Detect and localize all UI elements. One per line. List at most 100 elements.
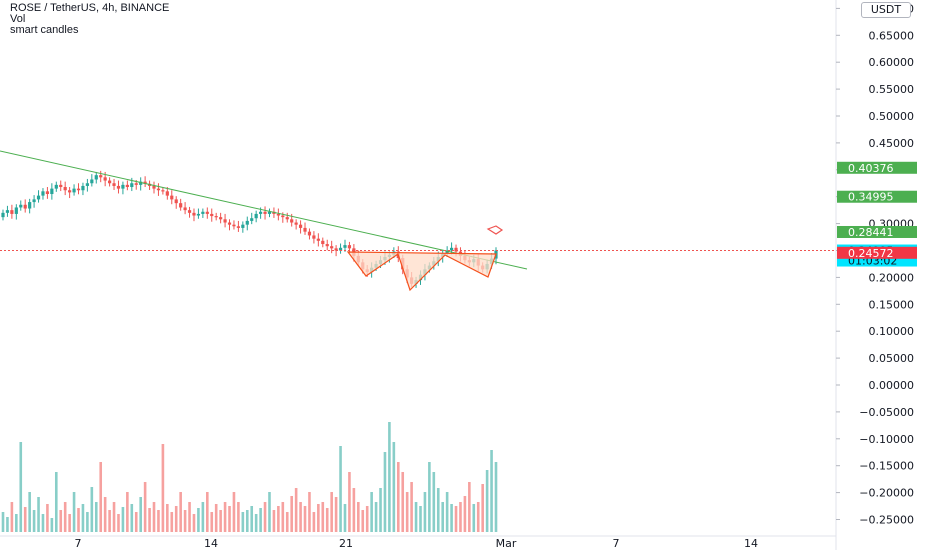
volume-bar	[23, 507, 27, 532]
candle-body	[338, 247, 343, 251]
volume-bar	[174, 506, 178, 532]
volume-bar	[379, 488, 382, 532]
volume-bar	[63, 502, 67, 532]
volume-bar	[112, 502, 116, 532]
currency-button[interactable]: USDT	[861, 2, 911, 18]
candle-body	[210, 213, 214, 217]
volume-bar	[343, 504, 347, 532]
volume-bar	[432, 472, 436, 532]
candle-body	[241, 224, 245, 228]
volume-bar	[494, 462, 498, 532]
volume-bar	[370, 492, 373, 532]
volume-bar	[423, 492, 427, 532]
candle-body	[219, 217, 223, 220]
price-tag-label: 0.34995	[848, 191, 894, 204]
volume-bar	[334, 497, 338, 532]
y-tick-label: 0.50000	[869, 110, 915, 123]
volume-bar	[228, 506, 231, 532]
indicator-label[interactable]: smart candles	[10, 24, 79, 36]
volume-bar	[19, 442, 23, 532]
volume-bar	[139, 497, 142, 532]
y-axis[interactable]: 00.650000.600000.550000.500000.450000.30…	[836, 2, 915, 527]
candle-body	[250, 218, 254, 221]
volume-bar	[490, 450, 493, 532]
volume-bar	[68, 514, 71, 532]
candle-body	[201, 211, 205, 214]
x-axis[interactable]: 7 14 21 Mar 7 14	[75, 537, 759, 550]
volume-bar	[148, 508, 151, 532]
volume-bar	[468, 482, 471, 532]
price-tag	[837, 225, 917, 238]
candle-body	[245, 220, 249, 225]
volume-bar	[285, 512, 289, 532]
candle-body	[303, 227, 307, 232]
candle-body	[267, 211, 272, 214]
x-tick-label: 14	[744, 537, 758, 550]
volume-bar	[237, 502, 240, 532]
candle-body	[307, 231, 312, 236]
volume-bar	[46, 504, 49, 532]
volume-bar	[183, 510, 187, 532]
volume-bar	[481, 484, 484, 532]
candle-body	[321, 240, 325, 245]
volume-bar	[170, 512, 174, 532]
candle-body	[334, 248, 338, 251]
volume-bar	[374, 502, 378, 532]
candle-body	[294, 222, 298, 225]
candle-body	[223, 219, 227, 223]
volume-bar	[357, 502, 360, 532]
candle-body	[76, 188, 81, 191]
volume-bar	[157, 510, 160, 532]
price-tag	[837, 190, 917, 203]
y-tick-label: −0.20000	[859, 487, 914, 500]
candle-body	[276, 213, 280, 216]
volume-bar	[10, 502, 14, 532]
volume-bar	[392, 442, 396, 532]
volume-bar	[130, 504, 134, 532]
volume-bar	[15, 514, 18, 532]
candle-body	[23, 204, 27, 209]
volume-bar	[436, 488, 440, 532]
candle-body	[196, 213, 201, 216]
symbol-title[interactable]: ROSE / TetherUS, 4h, BINANCE	[10, 2, 170, 14]
candle-body	[205, 211, 209, 214]
drawings	[0, 150, 528, 292]
candle-body	[174, 199, 178, 204]
y-tick-label: −0.25000	[859, 514, 914, 527]
volume-bar	[254, 514, 258, 532]
candle-body	[187, 210, 192, 213]
price-tag-label: 0.40376	[848, 162, 894, 175]
candle-body	[1, 212, 5, 218]
y-tick-label: 0.15000	[869, 298, 915, 311]
arrow-marker	[486, 225, 504, 235]
volume-bar	[77, 508, 80, 532]
x-tick-label: 7	[75, 537, 82, 550]
volume-bar	[1, 512, 5, 532]
volume-label[interactable]: Vol	[10, 13, 26, 25]
volume-bar	[90, 487, 94, 532]
volume-bar	[476, 502, 480, 532]
x-tick-label: 7	[613, 537, 620, 550]
volume-bar	[325, 508, 329, 532]
candle-body	[139, 181, 143, 185]
volume-bar	[405, 492, 409, 532]
candle-body	[290, 219, 294, 223]
volume-bar	[41, 514, 45, 532]
candle-body	[281, 215, 285, 218]
volume-bar	[50, 518, 54, 532]
volume-bar	[134, 512, 138, 532]
volume-bar	[192, 514, 196, 532]
volume-bar	[108, 510, 111, 532]
volume-bar	[166, 504, 169, 532]
candle-body	[445, 250, 449, 254]
y-tick-label: 0.20000	[869, 271, 915, 284]
volume-bar	[201, 502, 205, 532]
candle-body	[156, 188, 161, 191]
candle-body	[116, 185, 121, 189]
volume-bar	[126, 492, 129, 532]
candle-body	[68, 190, 72, 193]
volume-bar	[179, 492, 182, 532]
volume-bar	[72, 492, 76, 532]
